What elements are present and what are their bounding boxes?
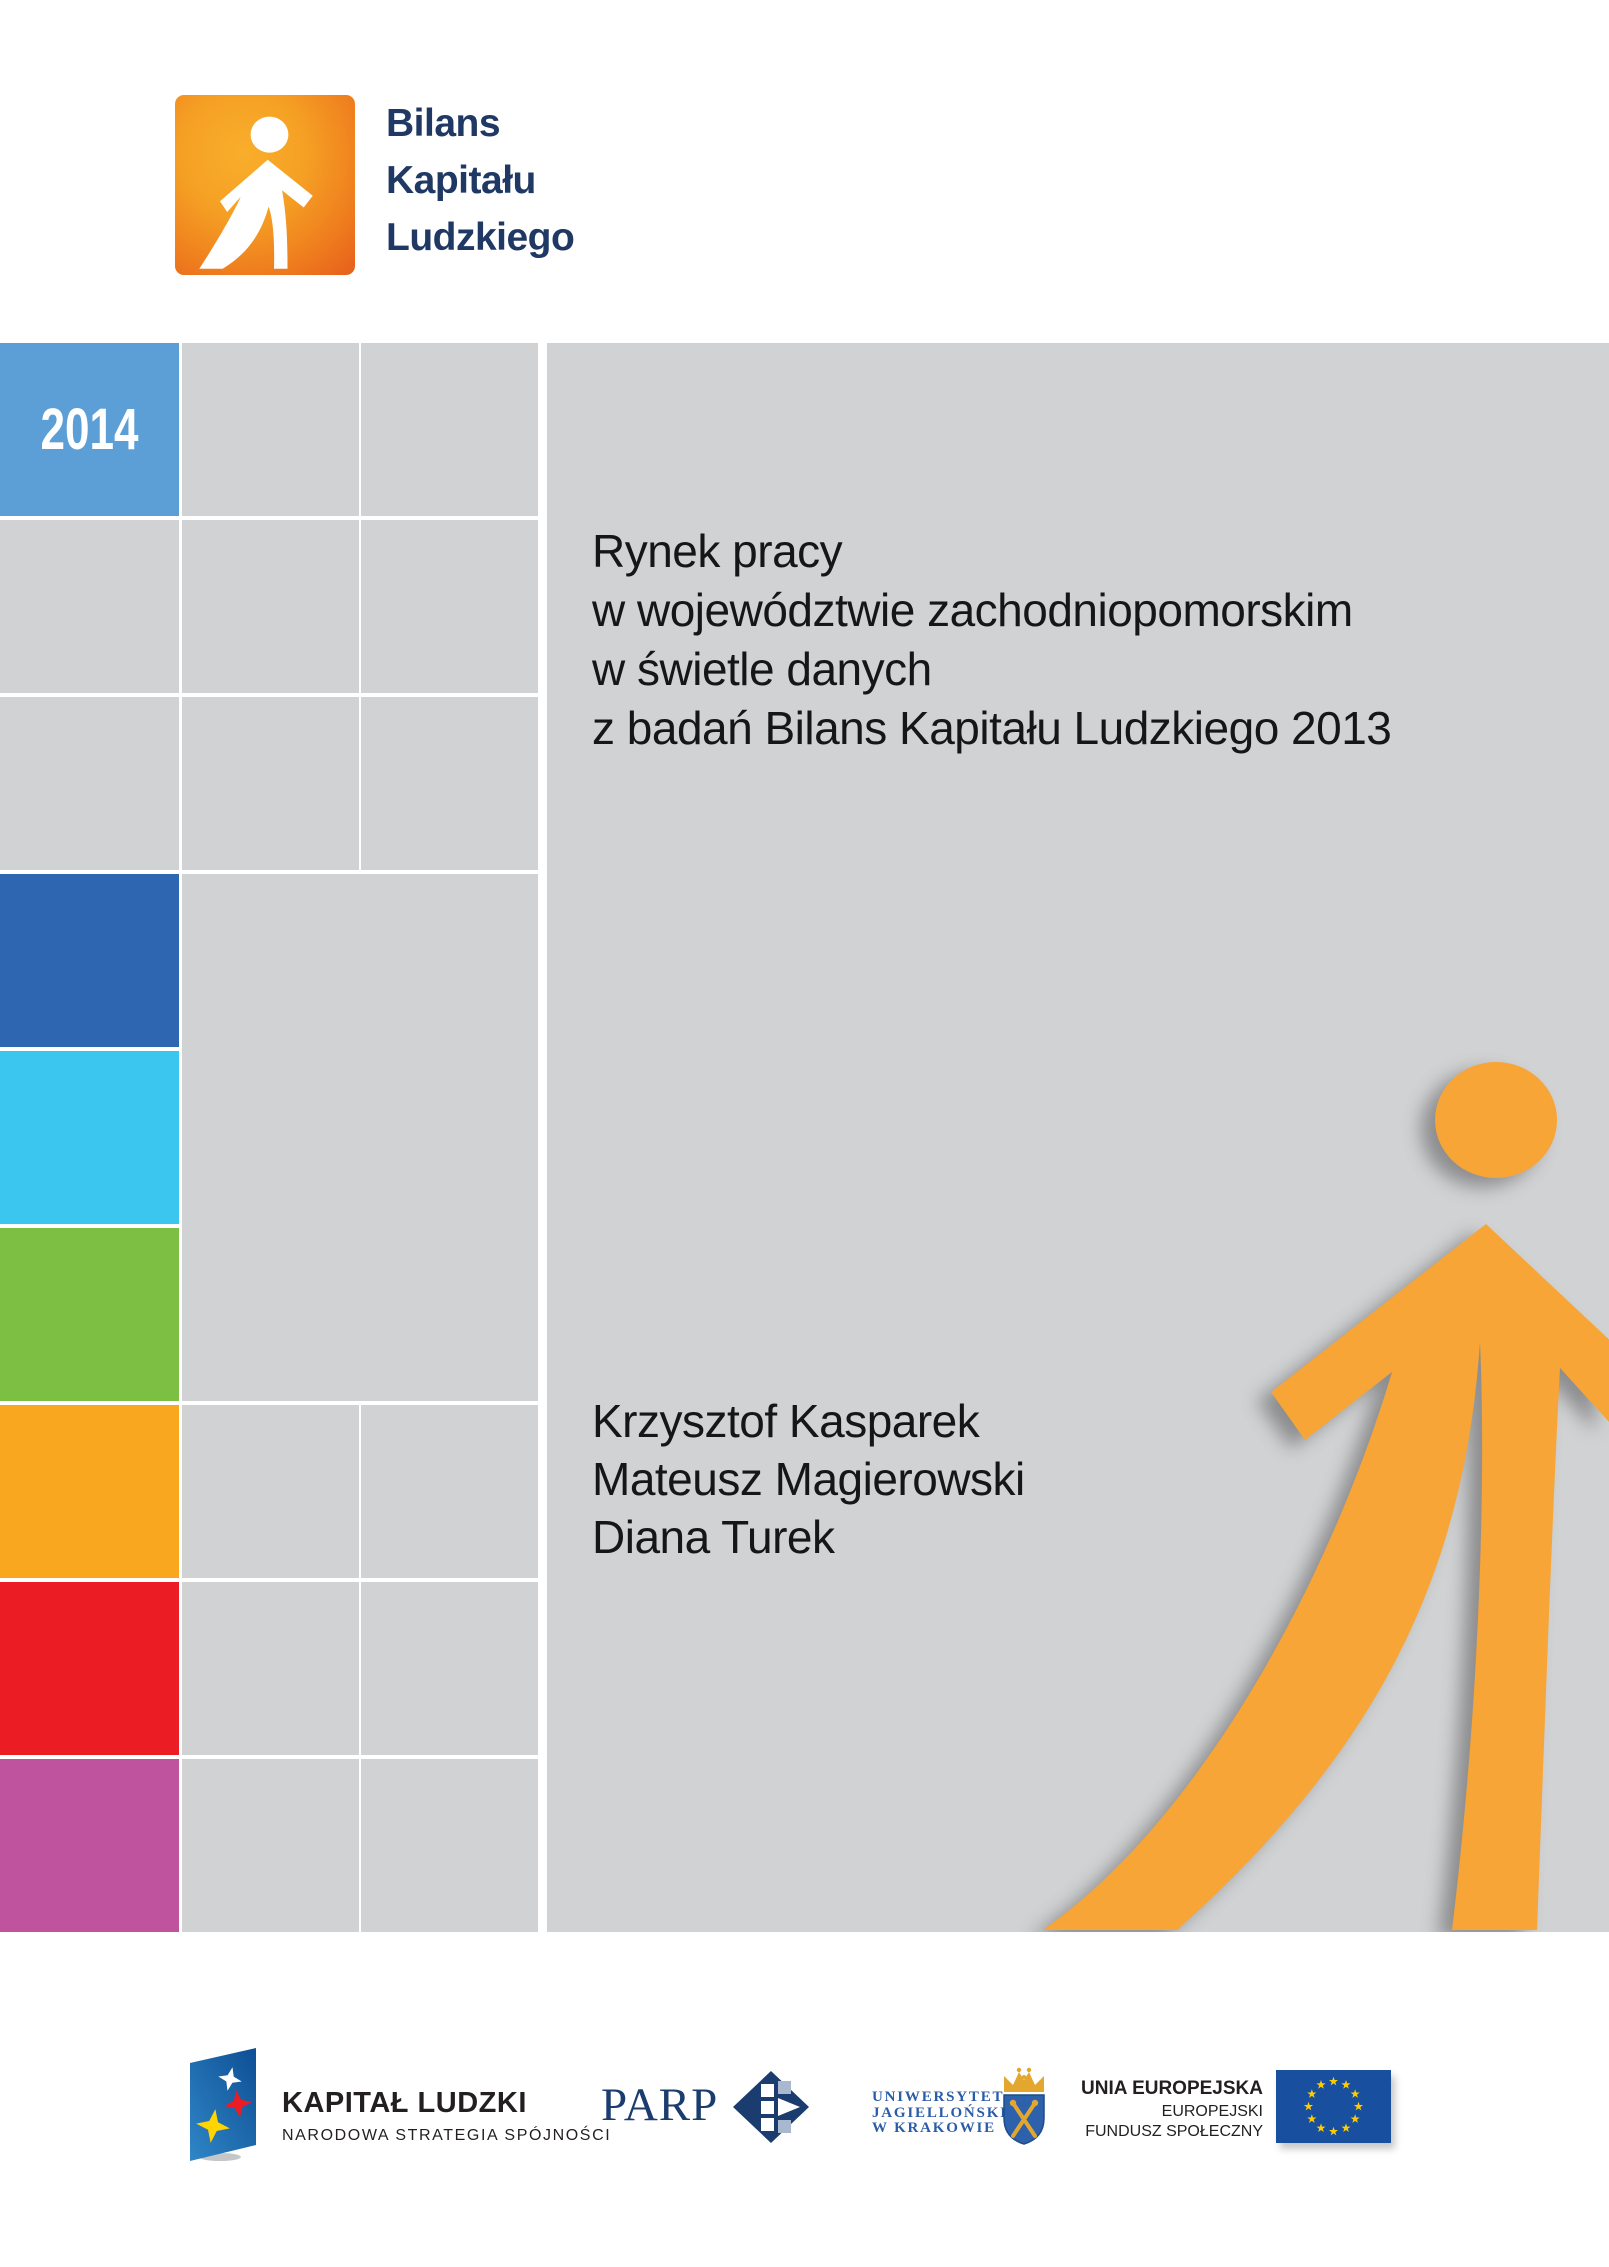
title-line: z badań Bilans Kapitału Ludzkiego 2013 — [592, 702, 1392, 754]
grid-cell — [182, 343, 359, 516]
grid-cell — [361, 343, 538, 516]
grid-cell-dark-blue — [0, 874, 179, 1047]
title-line: w świetle danych — [592, 643, 932, 695]
year-label: 2014 — [40, 397, 139, 462]
bkl-logo — [175, 95, 355, 275]
brand-line: Ludzkiego — [386, 216, 575, 259]
authors-list: Krzysztof Kasparek Mateusz Magierowski D… — [592, 1392, 1025, 1566]
kl-subtitle: NARODOWA STRATEGIA SPÓJNOŚCI — [282, 2127, 612, 2144]
grid-cell — [182, 1405, 359, 1578]
grid-cell-cyan — [0, 1051, 179, 1224]
eu-flag-icon — [1276, 2070, 1391, 2143]
eu-line: FUNDUSZ SPOŁECZNY — [1085, 2123, 1263, 2140]
grid-cell — [182, 697, 359, 870]
kl-stars — [196, 2067, 252, 2143]
title-line: w województwie zachodniopomorskim — [592, 584, 1353, 636]
kapital-ludzki-flag-icon — [190, 2048, 256, 2161]
parp-diamond-icon — [733, 2071, 809, 2143]
uj-line: W KRAKOWIE — [872, 2120, 996, 2136]
grid-cell-orange — [0, 1405, 179, 1578]
eu-line: UNIA EUROPEJSKA — [1081, 2078, 1263, 2099]
grid-cell — [0, 697, 179, 870]
eu-wordmark: UNIA EUROPEJSKA EUROPEJSKI FUNDUSZ SPOŁE… — [1063, 2078, 1263, 2141]
grid-cell-green — [0, 1228, 179, 1401]
brand-line: Kapitału — [386, 159, 536, 202]
grid-cell — [0, 520, 179, 693]
cover-main-panel: Rynek pracy w województwie zachodniopomo… — [547, 343, 1609, 1932]
grid-cell — [361, 697, 538, 870]
brand-wordmark: Bilans Kapitału Ludzkiego — [386, 95, 575, 266]
mosaic-grid: 2014 — [0, 343, 538, 1932]
parp-wordmark: PARP — [601, 2079, 719, 2131]
kl-title: KAPITAŁ LUDZKI — [282, 2087, 527, 2119]
grid-cell — [361, 1405, 538, 1578]
uj-line: JAGIELLOŃSKI — [872, 2104, 1008, 2121]
grid-cell-magenta — [0, 1759, 179, 1932]
uj-wordmark: UNIWERSYTET JAGIELLOŃSKI W KRAKOWIE — [872, 2089, 1008, 2137]
eu-line: EUROPEJSKI — [1161, 2103, 1263, 2120]
uj-crest-icon — [1003, 2067, 1045, 2145]
walking-person-icon — [1043, 1062, 1609, 1930]
grid-cell — [361, 520, 538, 693]
title-line: Rynek pracy — [592, 525, 843, 577]
author-name: Mateusz Magierowski — [592, 1453, 1025, 1505]
document-title: Rynek pracy w województwie zachodniopomo… — [592, 522, 1392, 758]
uj-line: UNIWERSYTET — [872, 2089, 1005, 2105]
grid-cell-red — [0, 1582, 179, 1755]
year-badge: 2014 — [0, 343, 179, 516]
eu-stars — [1303, 2076, 1364, 2136]
grid-cell — [182, 1582, 359, 1755]
kapital-ludzki-wordmark: KAPITAŁ LUDZKI NARODOWA STRATEGIA SPÓJNO… — [282, 2087, 611, 2145]
grid-cell-merged — [182, 874, 538, 1401]
grid-cell — [361, 1759, 538, 1932]
grid-cell — [182, 520, 359, 693]
author-name: Krzysztof Kasparek — [592, 1395, 980, 1447]
grid-cell — [182, 1759, 359, 1932]
grid-cell — [361, 1582, 538, 1755]
bkl-person-icon — [199, 116, 313, 269]
author-name: Diana Turek — [592, 1511, 835, 1563]
brand-line: Bilans — [386, 102, 501, 145]
